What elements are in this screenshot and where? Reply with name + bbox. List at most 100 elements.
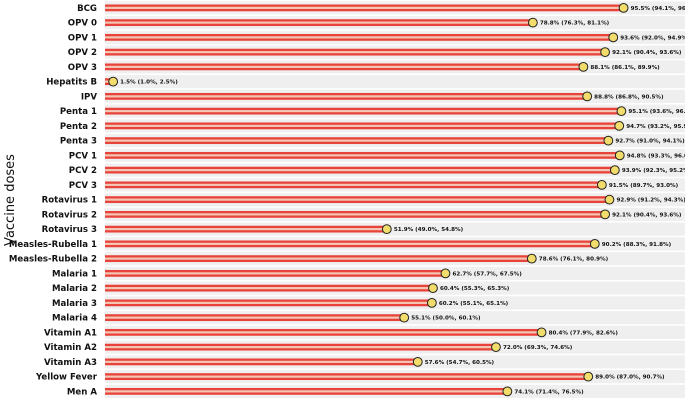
bar-highlight <box>105 6 624 9</box>
bar-highlight <box>105 257 532 260</box>
category-label: Malaria 2 <box>52 284 97 294</box>
data-point <box>603 135 614 146</box>
data-label: 1.5% (1.0%, 2.5%) <box>120 80 178 86</box>
bar-highlight <box>105 110 622 113</box>
data-point <box>108 76 119 87</box>
category-label: Malaria 1 <box>52 269 97 279</box>
data-point <box>600 47 611 58</box>
category-label: Hepatits B <box>46 78 97 88</box>
category-label: Yellow Fever <box>35 373 98 383</box>
bar-highlight <box>105 183 602 186</box>
bar-highlight <box>105 272 446 275</box>
data-label: 80.4% (77.9%, 82.6%) <box>549 330 619 336</box>
data-point <box>526 253 537 264</box>
category-label: IPV <box>81 92 97 102</box>
bar-highlight <box>105 360 418 363</box>
category-label: Measles-Rubella 2 <box>9 255 97 265</box>
data-label: 55.1% (50.0%, 60.1%) <box>411 316 481 322</box>
y-axis-label: Vaccine doses <box>3 154 18 246</box>
category-label: Vitamin A1 <box>44 328 97 338</box>
data-point <box>596 179 607 190</box>
category-label: Vitamin A3 <box>44 358 97 368</box>
data-label: 88.8% (86.8%, 90.5%) <box>594 94 664 100</box>
bar-highlight <box>105 154 620 157</box>
data-point <box>536 327 547 338</box>
data-point <box>527 17 538 28</box>
data-label: 88.1% (86.1%, 89.9%) <box>590 65 660 71</box>
data-point <box>618 2 629 13</box>
category-label: OPV 2 <box>68 48 97 58</box>
data-label: 92.7% (91.0%, 94.1%) <box>615 139 685 145</box>
category-label: BCG <box>77 4 97 14</box>
data-label: 78.6% (76.1%, 80.9%) <box>539 257 609 263</box>
category-label: Malaria 4 <box>52 314 97 324</box>
data-label: 90.2% (88.3%, 91.8%) <box>602 242 672 248</box>
bar-highlight <box>105 124 620 127</box>
data-point <box>614 120 625 131</box>
category-label: Malaria 3 <box>52 299 97 309</box>
bar-highlight <box>105 51 606 54</box>
bar-highlight <box>105 139 609 142</box>
category-label: PCV 3 <box>69 181 97 191</box>
data-point <box>381 224 392 235</box>
category-label: OPV 1 <box>68 33 97 43</box>
data-label: 92.1% (90.4%, 93.6%) <box>612 50 682 56</box>
bar-highlight <box>105 198 610 201</box>
category-label: Penta 2 <box>60 122 97 132</box>
bar-highlight <box>105 287 433 290</box>
data-point <box>491 342 501 353</box>
bar-highlight <box>105 228 387 231</box>
bar-highlight <box>105 301 432 304</box>
category-label: Rotavirus 3 <box>42 225 97 235</box>
data-label: 60.2% (55.1%, 65.1%) <box>439 301 509 307</box>
data-label: 92.1% (90.4%, 93.6%) <box>612 212 682 218</box>
data-point <box>600 209 611 220</box>
category-label: Vitamin A2 <box>44 343 97 353</box>
data-point <box>399 312 410 323</box>
data-point <box>412 356 423 367</box>
data-point <box>502 386 513 397</box>
bar-highlight <box>105 346 496 349</box>
data-label: 51.9% (49.0%, 54.8%) <box>394 227 464 233</box>
data-point <box>604 194 615 205</box>
data-label: 92.9% (91.2%, 94.3%) <box>616 198 685 204</box>
data-point <box>609 165 620 176</box>
data-point <box>578 61 589 72</box>
bar-highlight <box>105 316 405 319</box>
bar-highlight <box>105 36 614 39</box>
category-label: Rotavirus 2 <box>42 210 97 220</box>
data-label: 95.5% (94.1%, 96.6%) <box>631 6 685 12</box>
data-point <box>582 91 593 102</box>
data-label: 62.7% (57.7%, 67.5%) <box>452 271 522 277</box>
data-label: 89.0% (87.0%, 90.7%) <box>595 375 665 381</box>
data-point <box>608 32 619 43</box>
bar-highlight <box>105 390 508 393</box>
data-label: 91.5% (89.7%, 93.0%) <box>609 183 679 189</box>
data-label: 94.8% (93.3%, 96.0%) <box>627 153 685 159</box>
bar-highlight <box>105 213 606 216</box>
category-label: Penta 3 <box>60 137 97 147</box>
row-band <box>105 75 685 89</box>
category-label: Penta 1 <box>60 107 97 117</box>
category-label: OPV 3 <box>68 63 97 73</box>
data-label: 94.7% (93.2%, 95.9%) <box>626 124 685 130</box>
data-label: 93.9% (92.3%, 95.2%) <box>622 168 685 174</box>
bar-highlight <box>105 375 589 378</box>
bar-highlight <box>105 169 615 172</box>
category-label: OPV 0 <box>68 19 97 29</box>
data-label: 78.8% (76.3%, 81.1%) <box>540 21 610 27</box>
data-label: 74.1% (71.4%, 76.5%) <box>514 389 584 395</box>
data-point <box>616 106 627 117</box>
data-point <box>428 283 438 294</box>
data-point <box>426 297 437 308</box>
category-label: PCV 2 <box>69 166 97 176</box>
category-label: Measles-Rubella 1 <box>9 240 97 250</box>
category-label: Rotavirus 1 <box>42 196 97 206</box>
data-label: 95.1% (93.6%, 96.2%) <box>628 109 685 115</box>
data-label: 57.6% (54.7%, 60.5%) <box>425 360 495 366</box>
data-point <box>589 238 600 249</box>
category-label: PCV 1 <box>69 151 97 161</box>
bar-highlight <box>105 21 533 24</box>
bar-highlight <box>105 242 595 245</box>
